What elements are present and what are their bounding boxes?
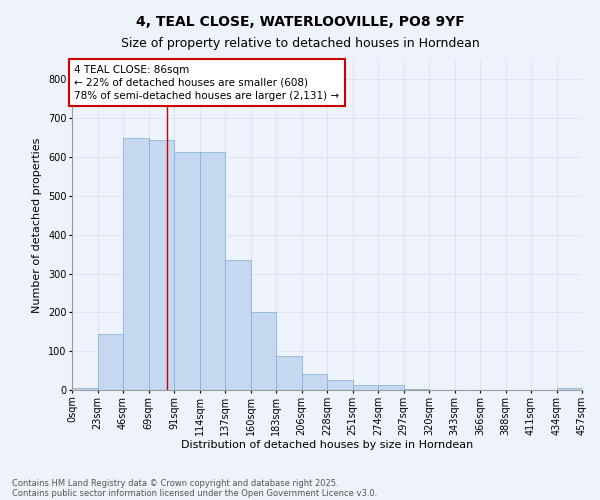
Text: Contains HM Land Registry data © Crown copyright and database right 2025.: Contains HM Land Registry data © Crown c…	[12, 478, 338, 488]
Bar	[404, 389, 429, 390]
Text: Size of property relative to detached houses in Horndean: Size of property relative to detached ho…	[121, 38, 479, 51]
Bar	[225, 260, 251, 390]
Y-axis label: Number of detached properties: Number of detached properties	[32, 138, 43, 312]
Text: Contains public sector information licensed under the Open Government Licence v3: Contains public sector information licen…	[12, 488, 377, 498]
Bar	[149, 140, 174, 390]
Bar	[353, 386, 378, 390]
Bar	[276, 356, 302, 390]
Bar	[97, 334, 123, 390]
Bar	[378, 385, 404, 390]
Bar	[302, 374, 327, 390]
Bar	[123, 138, 149, 390]
Bar	[251, 312, 276, 390]
X-axis label: Distribution of detached houses by size in Horndean: Distribution of detached houses by size …	[181, 440, 473, 450]
Bar	[327, 380, 353, 390]
Bar	[557, 388, 582, 390]
Bar	[199, 152, 225, 390]
Bar	[174, 152, 199, 390]
Bar	[72, 388, 97, 390]
Text: 4 TEAL CLOSE: 86sqm
← 22% of detached houses are smaller (608)
78% of semi-detac: 4 TEAL CLOSE: 86sqm ← 22% of detached ho…	[74, 64, 340, 101]
Text: 4, TEAL CLOSE, WATERLOOVILLE, PO8 9YF: 4, TEAL CLOSE, WATERLOOVILLE, PO8 9YF	[136, 15, 464, 29]
